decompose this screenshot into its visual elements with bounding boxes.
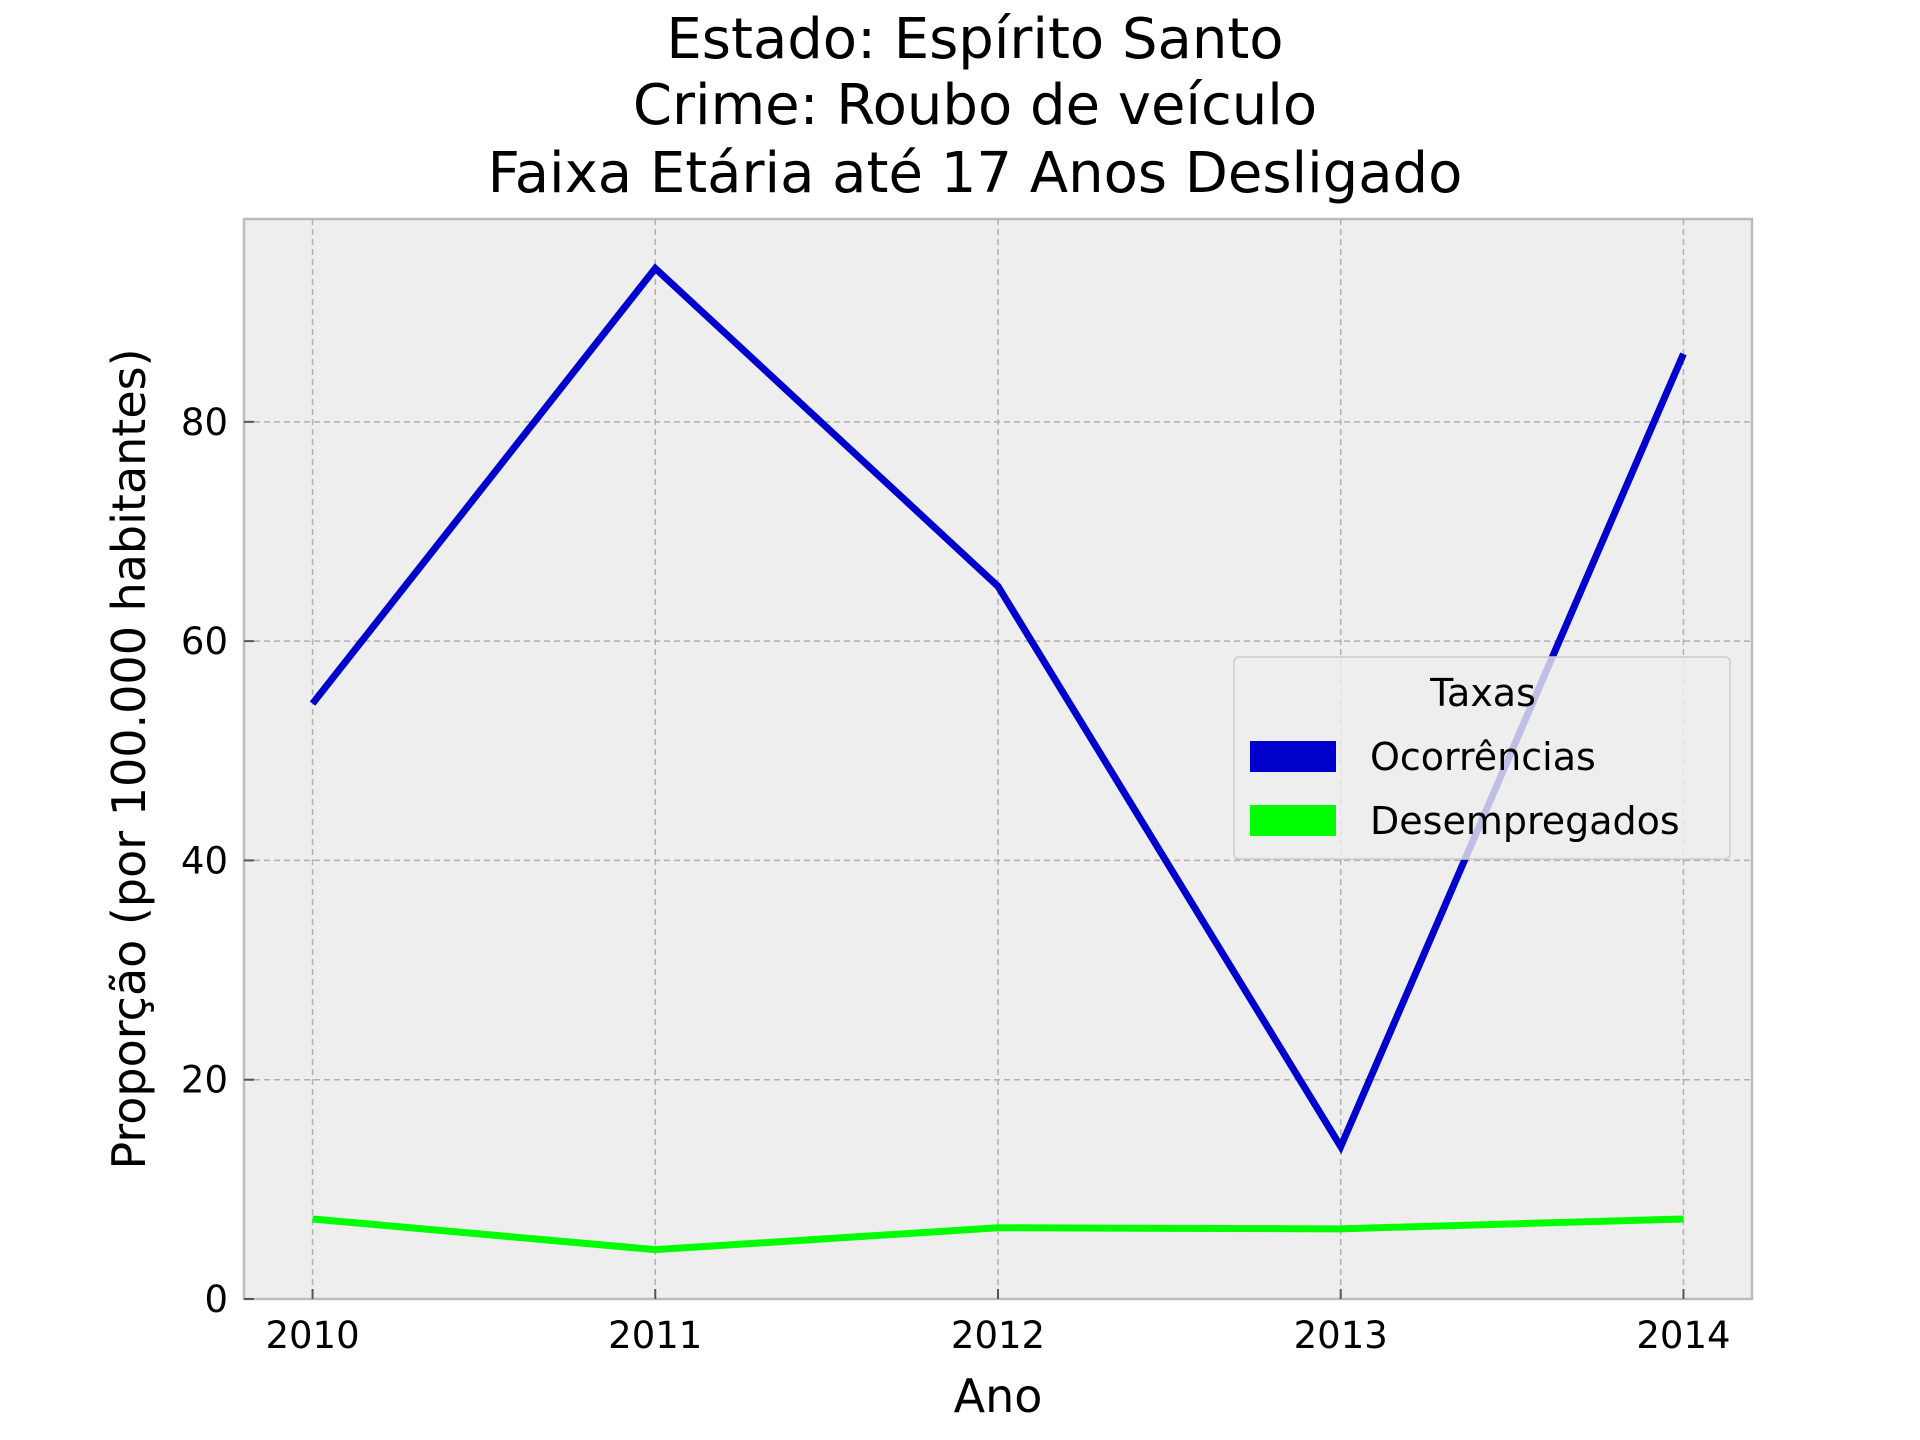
x-tick-label-2013: 2013: [1294, 1314, 1388, 1357]
x-tick-label-2010: 2010: [265, 1314, 359, 1357]
x-tick-label-2012: 2012: [951, 1314, 1045, 1357]
series-line-desempregados: [312, 1215, 1684, 1254]
chart-title-line-1: Estado: Espírito Santo: [666, 7, 1283, 72]
y-tick-label-0: 0: [204, 1278, 228, 1321]
legend-swatch-ocorrencias: [1250, 741, 1336, 772]
y-tick-label-20: 20: [181, 1059, 228, 1102]
legend-title: Taxas: [1429, 671, 1536, 715]
chart-title-line-2: Crime: Roubo de veículo: [633, 73, 1317, 138]
legend-label-desempregados: Desempregados: [1370, 799, 1680, 843]
x-axis-ticks: 2010 2011 2012 2013 2014: [265, 1289, 1731, 1357]
series-line-ocorrencias: [309, 263, 1687, 1155]
series-lines: [309, 263, 1687, 1254]
y-tick-label-60: 60: [181, 620, 228, 663]
chart-title: Estado: Espírito Santo Crime: Roubo de v…: [488, 7, 1463, 206]
x-tick-label-2014: 2014: [1636, 1314, 1730, 1357]
x-tick-label-2011: 2011: [608, 1314, 702, 1357]
y-axis-ticks: 0 20 40 60 80: [181, 401, 254, 1321]
legend-box: [1233, 656, 1731, 860]
y-tick-label-40: 40: [181, 839, 228, 882]
legend: Taxas Ocorrências Desempregados: [1233, 656, 1731, 860]
x-axis-label: Ano: [954, 1369, 1043, 1423]
grid: [244, 219, 1752, 1299]
legend-label-ocorrencias: Ocorrências: [1370, 735, 1596, 779]
legend-swatch-desempregados: [1250, 805, 1336, 836]
chart-title-line-3: Faixa Etária até 17 Anos Desligado: [488, 141, 1463, 206]
y-axis-label: Proporção (por 100.000 habitantes): [102, 348, 156, 1169]
y-tick-label-80: 80: [181, 401, 228, 444]
